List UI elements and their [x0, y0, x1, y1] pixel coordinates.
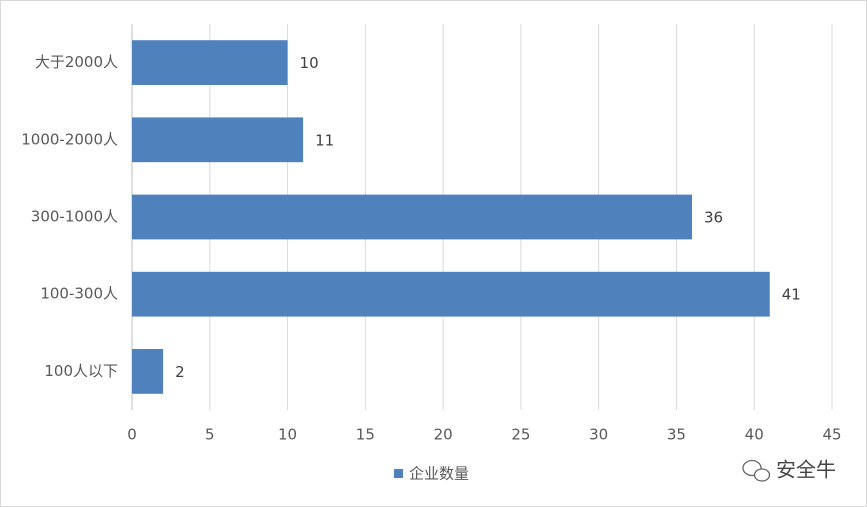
x-tick-label: 45: [822, 426, 841, 444]
wechat-icon: [742, 459, 762, 477]
x-tick-label: 15: [356, 426, 375, 444]
bar: [132, 194, 692, 240]
x-tick-label: 40: [745, 426, 764, 444]
x-tick-label: 30: [589, 426, 608, 444]
y-tick-label: 1000-2000人: [21, 130, 118, 148]
y-tick-label: 100-300人: [40, 285, 118, 303]
bar: [132, 40, 288, 85]
bar: [132, 117, 304, 163]
legend-label: 企业数量: [409, 465, 469, 483]
x-tick-label: 35: [667, 426, 686, 444]
data-label: 10: [300, 54, 319, 72]
x-tick-label: 20: [434, 426, 453, 444]
watermark-text: 安全牛: [776, 458, 836, 482]
data-label: 41: [782, 286, 801, 304]
x-tick-label: 0: [127, 426, 137, 444]
y-tick-label: 300-1000人: [31, 208, 118, 226]
y-tick-label: 100人以下: [44, 362, 118, 380]
data-label: 36: [704, 209, 723, 227]
y-tick-label: 大于2000人: [35, 53, 118, 71]
bar: [132, 349, 164, 394]
wechat-icon: [753, 468, 771, 482]
x-tick-label: 25: [511, 426, 530, 444]
watermark: 安全牛: [742, 458, 836, 482]
data-label: 2: [175, 363, 185, 381]
legend-swatch: [394, 469, 403, 478]
x-tick-label: 10: [278, 426, 297, 444]
bar: [132, 271, 770, 317]
x-tick-label: 5: [205, 426, 215, 444]
data-label: 11: [315, 131, 334, 149]
